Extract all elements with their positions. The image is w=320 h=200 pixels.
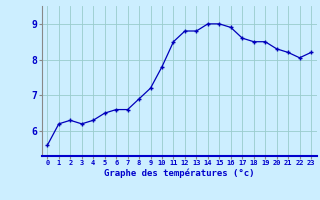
X-axis label: Graphe des températures (°c): Graphe des températures (°c) (104, 169, 254, 178)
